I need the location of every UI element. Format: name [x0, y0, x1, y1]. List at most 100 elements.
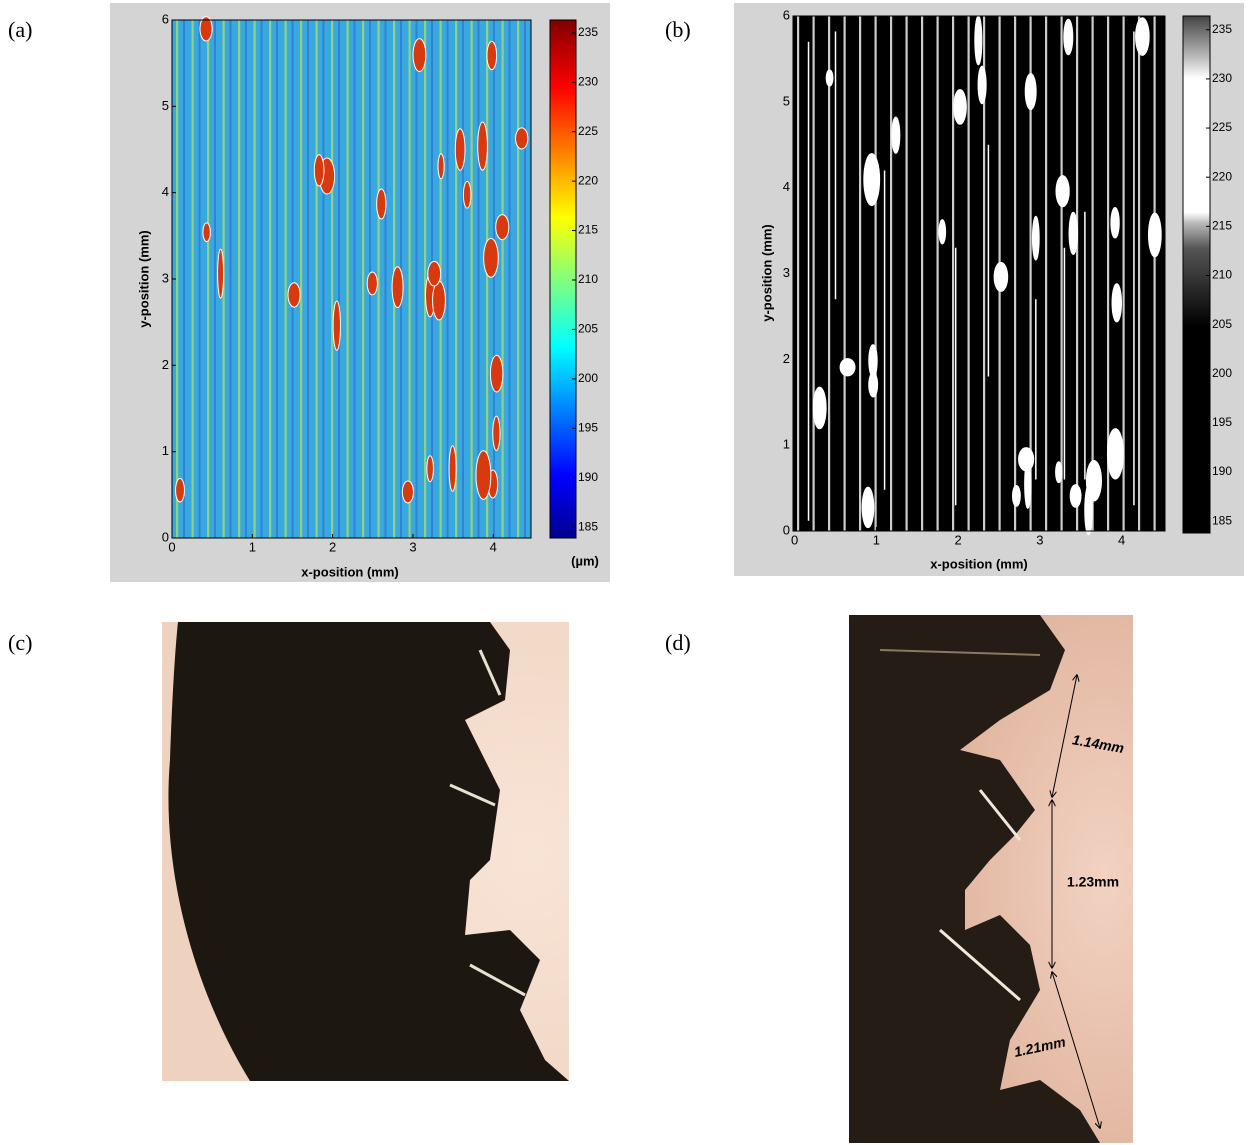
- stripe: [183, 20, 185, 538]
- blob: [840, 359, 855, 376]
- blob: [1069, 212, 1077, 254]
- heatmap-image: [793, 16, 1165, 535]
- stripe: [254, 20, 256, 538]
- page: 1.14mm 1.23mm 1.21mm (a) (b) (c) (d) 012…: [0, 0, 1248, 1145]
- colorbar-tick-label: 210: [578, 272, 598, 286]
- stripe: [859, 16, 861, 531]
- blob: [1070, 485, 1081, 508]
- blob: [1085, 486, 1093, 535]
- stripe: [1061, 16, 1063, 531]
- stripe: [331, 20, 333, 538]
- blob: [463, 181, 471, 208]
- y-tick-label: 5: [162, 98, 169, 113]
- colorbar-tick-label: 225: [578, 124, 598, 138]
- stripe: [462, 20, 464, 538]
- stripe: [362, 20, 364, 538]
- y-tick-label: 5: [783, 93, 790, 108]
- stripe: [875, 16, 877, 531]
- blob: [433, 281, 446, 320]
- stripe: [952, 16, 954, 531]
- blob: [484, 238, 499, 277]
- colorbar-tick-label: 205: [1212, 317, 1232, 331]
- colorbar-tick-label: 200: [1212, 366, 1232, 380]
- stripe: [937, 16, 939, 531]
- stripe: [269, 20, 271, 538]
- colorbar-tick-label: 235: [578, 25, 598, 39]
- stripe: [276, 20, 278, 538]
- stripe: [890, 16, 892, 531]
- stripe: [1076, 16, 1078, 531]
- colorbar-tick-label: 195: [1212, 415, 1232, 429]
- blob: [826, 70, 833, 86]
- blob: [1111, 207, 1119, 238]
- stripe: [1045, 16, 1047, 531]
- blob: [1032, 216, 1039, 260]
- stripe: [292, 20, 294, 538]
- y-tick-label: 3: [162, 270, 169, 285]
- colorbar-tick-label: 215: [578, 223, 598, 237]
- blob: [377, 189, 386, 219]
- y-tick-label: 2: [162, 357, 169, 372]
- blob: [1025, 74, 1036, 110]
- stripe: [797, 16, 799, 531]
- stripe: [192, 20, 194, 538]
- colorbar-tick-label: 230: [578, 74, 598, 88]
- blob: [813, 387, 826, 429]
- blob: [869, 345, 877, 377]
- stripe: [214, 20, 216, 538]
- blob: [1056, 462, 1062, 483]
- blob: [476, 451, 491, 500]
- x-axis-label: x-position (mm): [930, 556, 1028, 571]
- blob: [367, 272, 377, 295]
- y-tick-label: 2: [783, 351, 790, 366]
- blob: [1112, 284, 1122, 322]
- stripe: [230, 20, 232, 538]
- blob: [1064, 19, 1073, 55]
- panel-label: (c): [8, 630, 32, 655]
- x-axis-label: x-position (mm): [301, 564, 399, 579]
- stripe: [502, 20, 504, 538]
- blob: [1019, 448, 1034, 471]
- colorbar-tick-label: 205: [578, 322, 598, 336]
- blob: [493, 416, 500, 450]
- stripe: [409, 20, 411, 538]
- blob: [862, 487, 874, 527]
- stripe: [207, 20, 209, 538]
- colorbar-tick-label: 185: [1212, 513, 1232, 527]
- stripe: [245, 20, 247, 538]
- stripe: [447, 20, 449, 538]
- stripe: [517, 20, 519, 538]
- blob: [314, 155, 324, 186]
- blob: [864, 154, 880, 206]
- y-tick-label: 6: [162, 11, 169, 26]
- x-tick-label: 2: [329, 539, 336, 554]
- stripe: [300, 20, 302, 538]
- blob: [1012, 486, 1020, 507]
- stripe: [906, 16, 908, 531]
- photo-c: [162, 622, 569, 1081]
- panel-label: (b): [665, 17, 691, 42]
- colorbar-label: (µm): [571, 553, 599, 568]
- stripe: [1014, 16, 1016, 531]
- x-tick-label: 0: [791, 532, 798, 547]
- x-tick-label: 3: [1036, 532, 1043, 547]
- blob: [487, 41, 497, 69]
- blob: [333, 301, 340, 350]
- stripe: [424, 20, 426, 538]
- photo-d: 1.14mm 1.23mm 1.21mm: [849, 615, 1133, 1143]
- y-tick-label: 1: [783, 437, 790, 452]
- y-tick-label: 0: [162, 529, 169, 544]
- blob: [402, 481, 413, 503]
- blob: [413, 39, 426, 72]
- stripe: [316, 20, 318, 538]
- stripe: [176, 20, 178, 538]
- blob: [428, 261, 441, 286]
- colorbar-tick-label: 210: [1212, 268, 1232, 282]
- colorbar-tick-label: 230: [1212, 71, 1232, 85]
- stripe: [471, 20, 473, 538]
- y-tick-label: 1: [162, 443, 169, 458]
- colorbar-tick-label: 225: [1212, 120, 1232, 134]
- blob: [218, 249, 224, 298]
- stripe: [509, 20, 511, 538]
- blob: [939, 220, 946, 244]
